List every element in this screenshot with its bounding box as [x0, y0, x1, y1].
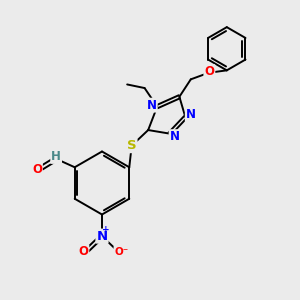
- Text: S: S: [127, 139, 136, 152]
- Text: N: N: [169, 130, 180, 143]
- Text: H: H: [51, 150, 61, 163]
- Text: +: +: [102, 225, 110, 234]
- Text: O: O: [204, 65, 214, 78]
- Text: N: N: [186, 108, 196, 121]
- Text: O: O: [78, 245, 88, 258]
- Text: N: N: [147, 99, 157, 112]
- Text: O: O: [32, 163, 42, 176]
- Text: O⁻: O⁻: [114, 247, 129, 257]
- Text: N: N: [96, 230, 108, 243]
